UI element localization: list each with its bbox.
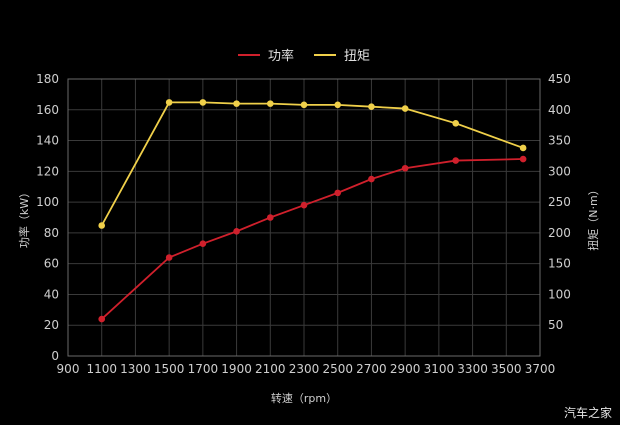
data-point (334, 101, 342, 109)
y-left-tick-label: 160 (36, 103, 59, 117)
data-point (452, 120, 460, 127)
y-right-tick-label: 100 (548, 287, 571, 301)
y-right-tick-label: 350 (548, 134, 571, 148)
legend: 功率 扭矩 (238, 48, 370, 64)
data-point (266, 214, 274, 221)
data-point (165, 99, 173, 106)
data-point (266, 100, 274, 107)
y-right-tick-label: 400 (548, 103, 571, 117)
y-left-tick-label: 20 (44, 318, 59, 332)
y-right-tick-label: 200 (548, 226, 571, 240)
y-right-axis-title: 扭矩（N·m） (586, 184, 600, 250)
y-left-tick-label: 100 (36, 195, 59, 209)
data-point (199, 99, 207, 106)
y-left-tick-label: 180 (36, 72, 59, 86)
x-tick-label: 2700 (356, 362, 387, 376)
data-point (233, 228, 240, 235)
data-point (233, 100, 240, 107)
legend-label-2: 扭矩 (344, 49, 370, 64)
x-tick-label: 900 (57, 362, 80, 376)
y-left-tick-label: 140 (36, 134, 59, 148)
y-left-tick-label: 0 (51, 349, 59, 363)
x-axis-title: 转速（rpm） (271, 391, 337, 405)
data-point (452, 157, 460, 164)
x-tick-label: 3500 (491, 362, 522, 376)
grid (67, 78, 541, 357)
data-point (300, 101, 308, 109)
x-tick-label: 1300 (120, 362, 151, 376)
data-point (519, 144, 527, 152)
data-point (98, 315, 106, 323)
y-right-tick-label: 50 (548, 318, 563, 332)
x-tick-label: 2900 (390, 362, 421, 376)
x-tick-label: 1500 (154, 362, 185, 376)
y-right-tick-label: 300 (548, 164, 571, 178)
plot-frame (67, 78, 541, 357)
x-tick-label: 2100 (255, 362, 286, 376)
series-line-2 (100, 101, 524, 226)
series-line-1 (101, 158, 524, 320)
data-point (401, 105, 409, 112)
y-left-tick-label: 120 (36, 164, 59, 178)
legend-label-1: 功率 (268, 48, 294, 64)
watermark-text: 汽车之家 (563, 406, 612, 420)
x-tick-label: 1900 (221, 362, 252, 376)
x-tick-label: 3100 (424, 362, 455, 376)
axes: 900 1100 1300 1500 1700 1900 2100 2300 2500 2700 2… (36, 72, 571, 376)
y-right-tick-label: 250 (548, 195, 571, 209)
y-right-tick-label: 150 (548, 257, 571, 271)
data-point (334, 189, 342, 197)
x-tick-label: 1100 (86, 362, 117, 376)
data-point (519, 155, 527, 163)
x-tick-label: 2300 (289, 362, 320, 376)
series (98, 99, 527, 323)
data-point (98, 222, 106, 229)
data-point (368, 175, 375, 183)
x-tick-label: 2500 (322, 362, 353, 376)
y-left-tick-label: 40 (44, 287, 59, 301)
y-left-tick-label: 80 (44, 226, 59, 240)
data-point (165, 254, 173, 261)
data-point (401, 164, 409, 172)
y-left-tick-label: 60 (44, 257, 59, 271)
data-point (300, 201, 308, 209)
x-tick-label: 3300 (457, 362, 488, 376)
x-tick-label: 1700 (188, 362, 219, 376)
data-point (199, 240, 207, 247)
y-right-tick-label: 450 (548, 72, 571, 86)
data-point (368, 103, 375, 110)
y-left-axis-title: 功率（kW） (17, 187, 31, 248)
x-tick-label: 3700 (525, 362, 556, 376)
